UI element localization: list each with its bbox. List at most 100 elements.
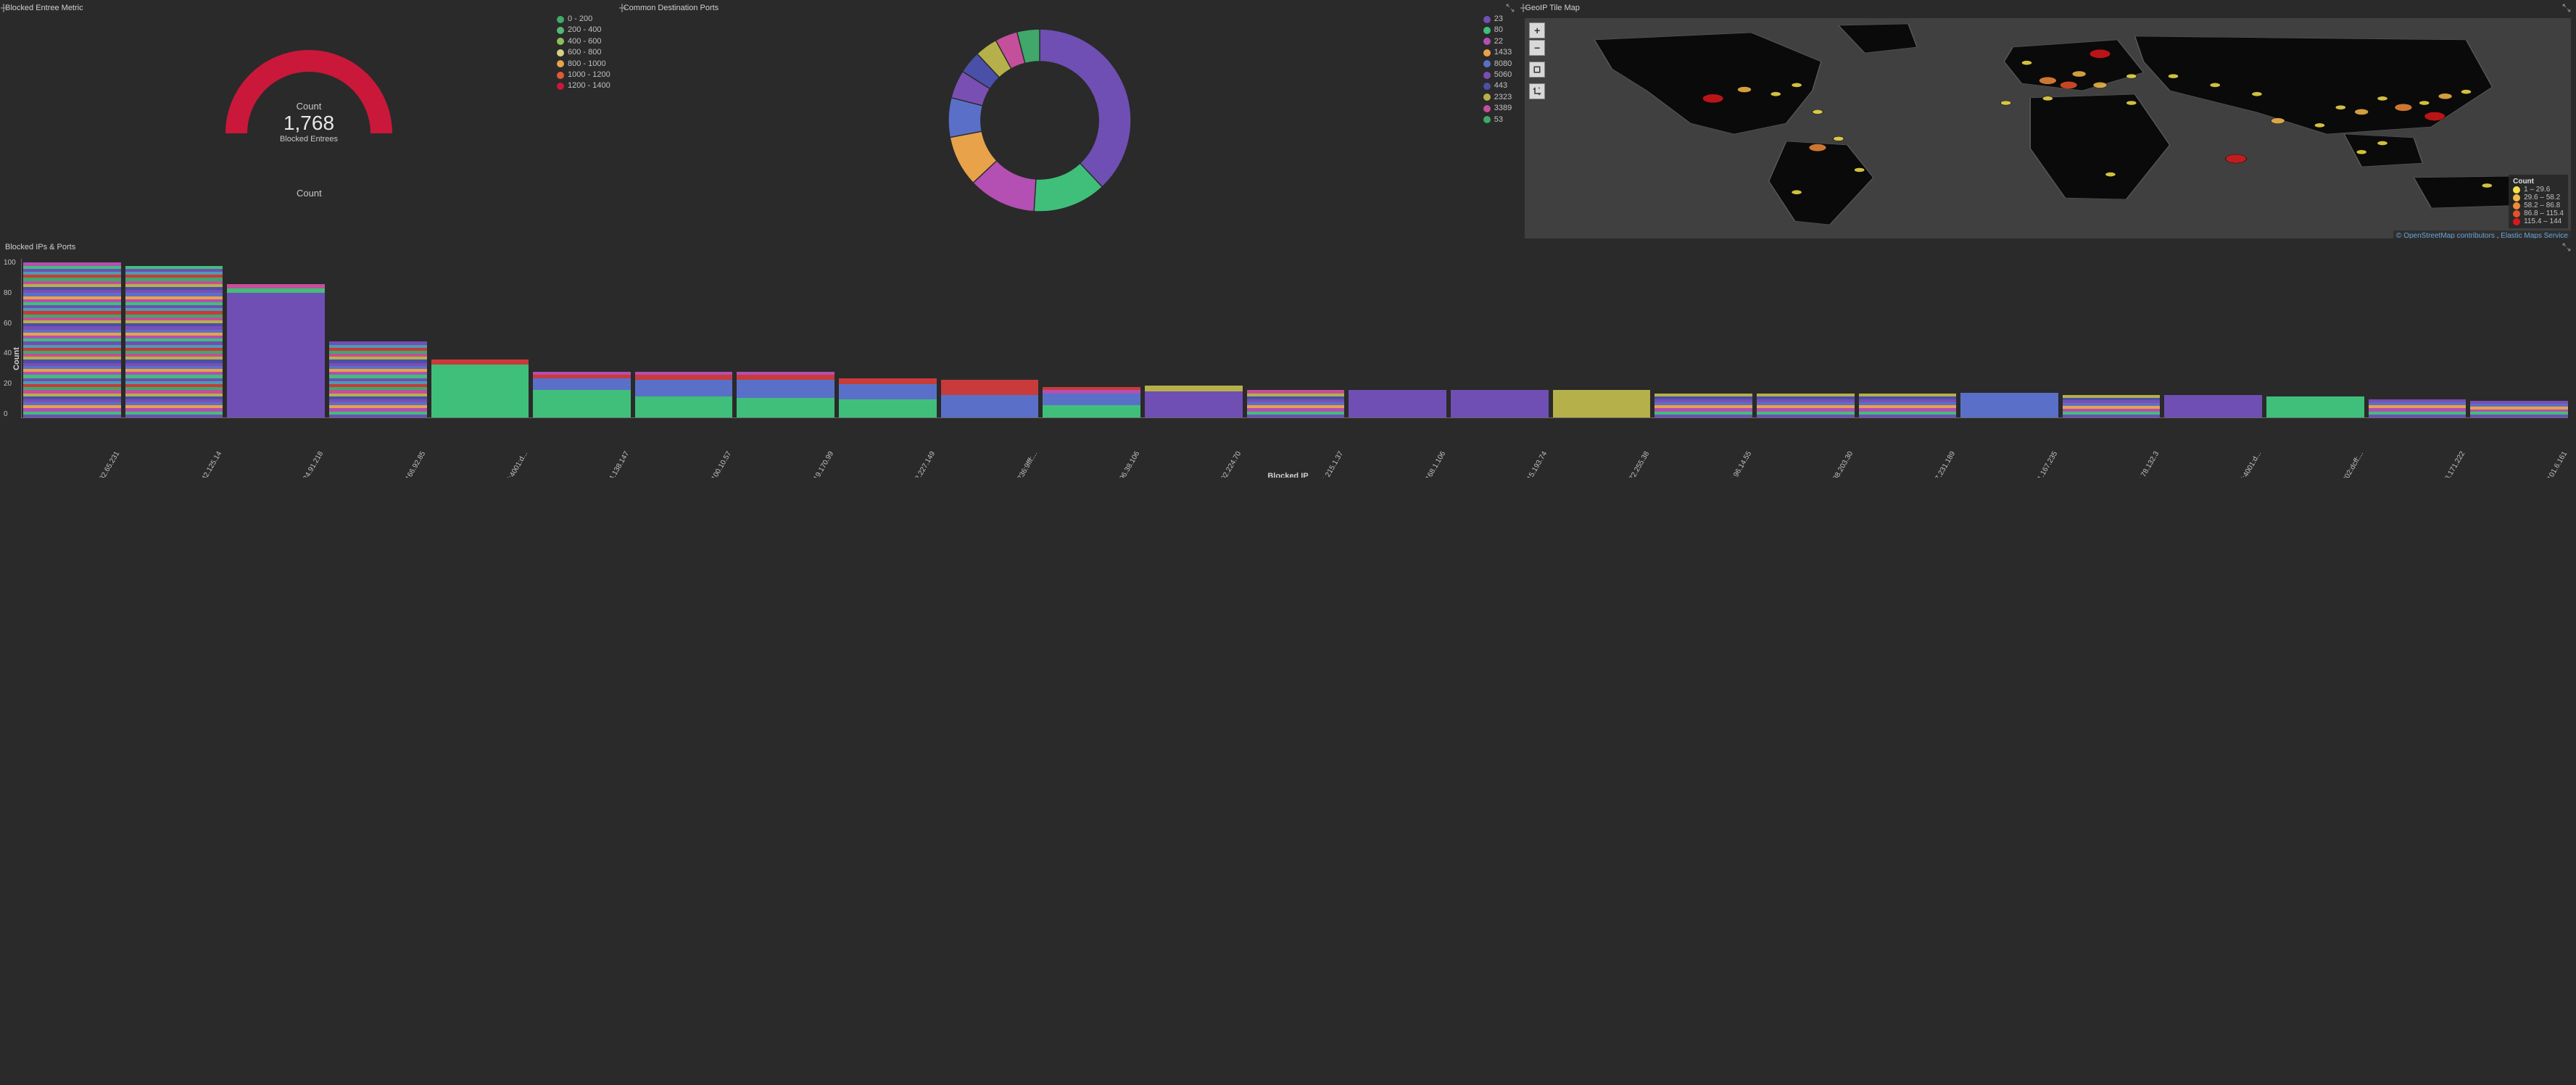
bar[interactable]	[1247, 390, 1345, 417]
zoom-out-button[interactable]: −	[1529, 40, 1545, 56]
bar[interactable]	[737, 372, 834, 417]
map-point[interactable]	[2252, 92, 2262, 96]
map-point[interactable]	[2424, 112, 2445, 121]
legend-row[interactable]: 1000 - 1200	[557, 70, 610, 80]
expand-icon[interactable]	[1506, 4, 1515, 12]
map-point[interactable]	[2093, 82, 2107, 88]
legend-row[interactable]: 0 - 200	[557, 14, 610, 25]
map-point[interactable]	[2419, 101, 2430, 105]
map-point[interactable]	[1703, 94, 1724, 103]
world-map[interactable]	[1525, 18, 2571, 239]
expand-icon[interactable]	[2562, 243, 2571, 251]
map-point[interactable]	[2355, 109, 2369, 115]
map-point[interactable]	[2335, 105, 2345, 109]
bar[interactable]	[1043, 387, 1140, 417]
map-point[interactable]	[2226, 154, 2247, 163]
legend-row[interactable]: 200 - 400	[557, 25, 610, 36]
map-point[interactable]	[2271, 118, 2285, 124]
osm-link[interactable]: © OpenStreetMap contributors	[2396, 232, 2495, 239]
bar[interactable]	[2164, 395, 2262, 417]
map-point[interactable]	[2438, 93, 2452, 99]
map-point[interactable]	[2395, 104, 2412, 111]
bar[interactable]	[635, 372, 733, 417]
bar[interactable]	[839, 378, 937, 417]
expand-icon[interactable]	[2562, 4, 2571, 12]
bar[interactable]	[2369, 399, 2467, 417]
move-icon[interactable]	[0, 4, 8, 12]
bar[interactable]	[227, 284, 325, 417]
fit-bounds-button[interactable]	[1529, 62, 1545, 78]
map-point[interactable]	[1792, 190, 1802, 194]
bar[interactable]	[125, 266, 223, 417]
legend-row[interactable]: 1 – 29.6	[2513, 186, 2564, 194]
bar[interactable]	[431, 359, 529, 417]
legend-row[interactable]: 5060	[1483, 70, 1512, 80]
map-point[interactable]	[2126, 74, 2137, 78]
map-point[interactable]	[2377, 141, 2387, 145]
map-point[interactable]	[1855, 167, 1865, 172]
legend-row[interactable]: 23	[1483, 14, 1512, 25]
legend-row[interactable]: 80	[1483, 25, 1512, 36]
map-point[interactable]	[2210, 83, 2220, 87]
crop-button[interactable]	[1529, 83, 1545, 99]
bar[interactable]	[1960, 393, 2058, 417]
bar[interactable]	[1859, 394, 1957, 418]
donut-chart[interactable]	[938, 19, 1141, 222]
legend-row[interactable]: 600 - 800	[557, 47, 610, 58]
map-point[interactable]	[2315, 123, 2325, 128]
map-point[interactable]	[2377, 96, 2387, 101]
bar[interactable]	[1451, 390, 1549, 417]
bar[interactable]	[1349, 390, 1446, 417]
map-point[interactable]	[2126, 101, 2137, 105]
map-point[interactable]	[1813, 109, 1823, 114]
legend-row[interactable]: 58.2 – 86.8	[2513, 201, 2564, 209]
legend-row[interactable]: 1200 - 1400	[557, 80, 610, 91]
map-point[interactable]	[1809, 144, 1826, 151]
bar[interactable]	[23, 262, 121, 417]
bar[interactable]	[1145, 386, 1243, 417]
map-point[interactable]	[2042, 96, 2053, 101]
map-point[interactable]	[2105, 172, 2116, 177]
move-icon[interactable]	[618, 4, 626, 12]
bar[interactable]	[1553, 390, 1651, 417]
legend-row[interactable]: 443	[1483, 80, 1512, 91]
map-point[interactable]	[2090, 49, 2111, 58]
bar[interactable]	[2063, 395, 2161, 417]
map-point[interactable]	[1771, 92, 1781, 96]
legend-row[interactable]: 8080	[1483, 59, 1512, 70]
map-point[interactable]	[2169, 74, 2179, 78]
bar[interactable]	[2266, 396, 2364, 417]
legend-row[interactable]: 22	[1483, 36, 1512, 47]
map-point[interactable]	[2022, 61, 2032, 65]
bar[interactable]	[533, 372, 631, 417]
legend-row[interactable]: 115.4 – 144	[2513, 217, 2564, 225]
legend-row[interactable]: 800 - 1000	[557, 59, 610, 70]
bar[interactable]	[1757, 394, 1855, 418]
donut-slice[interactable]	[1040, 29, 1131, 187]
map-point[interactable]	[2039, 77, 2057, 84]
legend-row[interactable]: 3389	[1483, 103, 1512, 114]
bar[interactable]	[1654, 394, 1752, 418]
legend-row[interactable]: 2323	[1483, 92, 1512, 103]
map-point[interactable]	[2461, 90, 2471, 94]
map-point[interactable]	[2482, 183, 2492, 188]
legend-row[interactable]: 29.6 – 58.2	[2513, 194, 2564, 201]
map-area[interactable]: + −	[1525, 18, 2571, 239]
map-point[interactable]	[1834, 136, 1844, 141]
map-point[interactable]	[2001, 101, 2011, 105]
bar[interactable]	[329, 341, 427, 417]
map-point[interactable]	[2060, 81, 2077, 88]
map-point[interactable]	[2072, 71, 2086, 77]
legend-row[interactable]: 400 - 600	[557, 36, 610, 47]
map-point[interactable]	[1738, 87, 1752, 93]
bar[interactable]	[941, 380, 1039, 417]
move-icon[interactable]	[1520, 4, 1528, 12]
zoom-in-button[interactable]: +	[1529, 22, 1545, 38]
bars-row[interactable]	[21, 259, 2568, 418]
map-point[interactable]	[1792, 83, 1802, 87]
legend-row[interactable]: 1433	[1483, 47, 1512, 58]
map-point[interactable]	[2356, 150, 2366, 154]
bar[interactable]	[2470, 401, 2568, 417]
elastic-link[interactable]: Elastic Maps Service	[2501, 232, 2568, 239]
legend-row[interactable]: 86.8 – 115.4	[2513, 209, 2564, 217]
